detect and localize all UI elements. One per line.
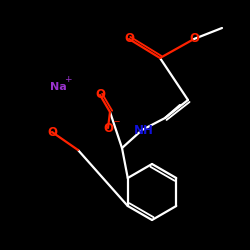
Text: Na: Na — [50, 82, 66, 92]
Text: O: O — [47, 126, 57, 138]
Text: O: O — [95, 88, 105, 102]
Text: +: + — [64, 76, 72, 84]
Text: NH: NH — [134, 124, 154, 136]
Text: O: O — [103, 122, 113, 134]
Text: −: − — [112, 116, 120, 126]
Text: O: O — [189, 32, 199, 46]
Text: O: O — [124, 32, 134, 46]
